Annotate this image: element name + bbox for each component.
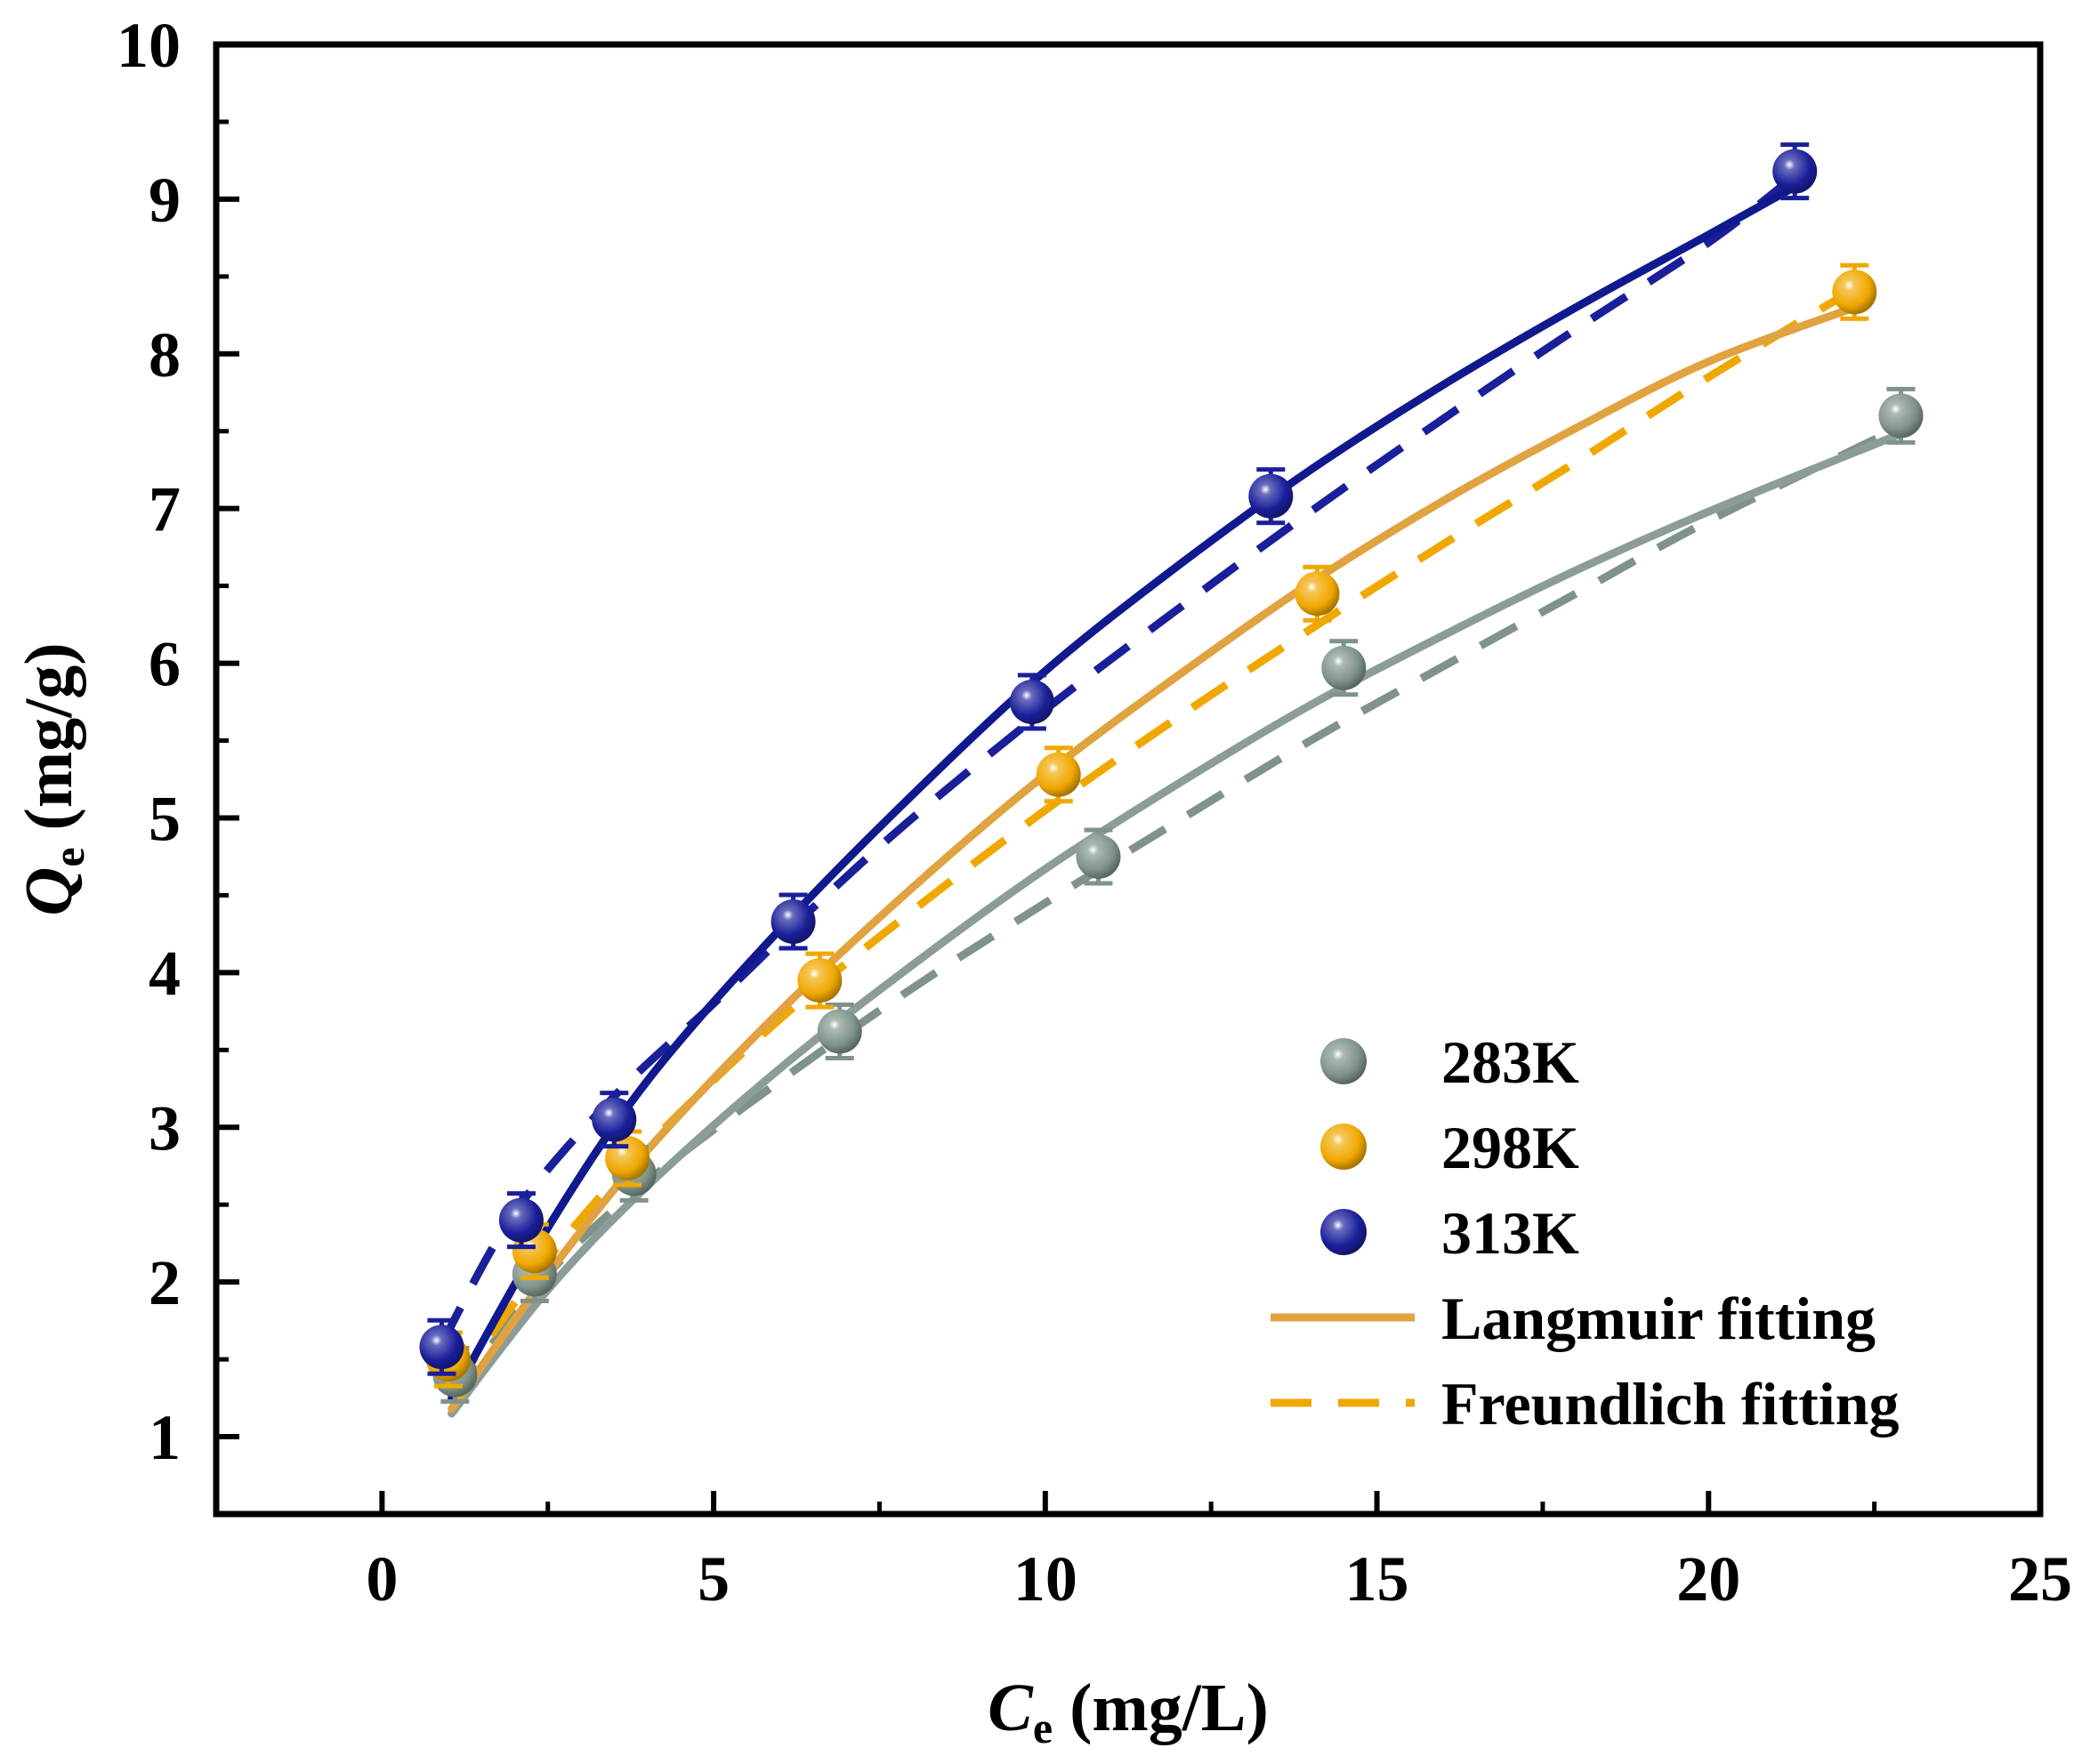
data-point-313K-0 [419, 1317, 464, 1376]
y-tick-label: 4 [149, 938, 181, 1009]
marker [1248, 473, 1294, 519]
legend-label: Freundlich fitting [1441, 1370, 1899, 1438]
legend-marker [1320, 1038, 1367, 1084]
x-tick-label: 0 [366, 1543, 398, 1615]
y-tick-label: 10 [117, 10, 181, 81]
legend-label: 298K [1441, 1114, 1579, 1181]
freundlich-fit-283K [448, 419, 1909, 1401]
x-tick-label: 10 [1013, 1543, 1077, 1615]
y-tick-label: 9 [149, 165, 181, 236]
legend-entry-langmuir-fitting: Langmuir fitting [1271, 1285, 1876, 1352]
y-tick-label: 3 [149, 1092, 181, 1164]
data-point-283K-4 [1076, 827, 1121, 886]
marker [1295, 571, 1340, 616]
data-point-313K-4 [1009, 673, 1054, 731]
data-point-313K-3 [771, 892, 816, 951]
data-point-298K-6 [1832, 262, 1877, 321]
y-tick-label: 8 [149, 319, 181, 391]
x-axis-subscript: e [1033, 1703, 1053, 1752]
legend: 283K 298K 313K Langmuir fitting Freundlich f… [1271, 1028, 1899, 1438]
y-axis-subscript: e [44, 847, 93, 866]
data-point-313K-1 [498, 1191, 544, 1250]
data-point-283K-5 [1321, 639, 1367, 697]
legend-marker [1320, 1209, 1367, 1255]
legend-label: Langmuir fitting [1441, 1285, 1876, 1352]
marker [1036, 752, 1081, 797]
x-tick-label: 5 [698, 1543, 730, 1615]
data-point-283K-3 [817, 1002, 862, 1060]
plot-frame [213, 41, 2044, 1518]
marker [771, 898, 816, 944]
data-point-313K-5 [1248, 467, 1294, 526]
marker [1878, 393, 1924, 439]
langmuir-fit-283K [448, 427, 1912, 1418]
data-point-298K-3 [797, 951, 843, 1010]
marker [605, 1136, 650, 1181]
y-tick-label: 5 [149, 783, 181, 854]
marker [419, 1325, 464, 1370]
marker [1076, 834, 1121, 879]
y-tick-label: 1 [149, 1402, 181, 1473]
marker [498, 1197, 544, 1243]
x-axis-unit: (mg/L) [1053, 1671, 1269, 1745]
data-markers [419, 142, 1924, 1404]
y-axis-title: Qe (mg/g) [12, 642, 93, 915]
legend-marker [1320, 1124, 1367, 1170]
x-axis-symbol: C [988, 1671, 1034, 1745]
marker [1321, 645, 1367, 690]
y-tick-label: 2 [149, 1247, 181, 1318]
legend-label: 283K [1441, 1028, 1579, 1096]
data-point-298K-5 [1295, 564, 1340, 623]
marker [1009, 680, 1054, 725]
y-tick-label: 7 [149, 474, 181, 545]
y-axis-symbol: Q [12, 867, 86, 916]
marker [817, 1009, 862, 1054]
x-axis-title: Ce (mg/L) [988, 1671, 1269, 1752]
legend-entry-313k: 313K [1320, 1199, 1579, 1267]
legend-entry-298k: 298K [1320, 1114, 1579, 1181]
data-point-313K-6 [1772, 142, 1818, 201]
x-tick-label: 20 [1676, 1543, 1740, 1615]
marker [1832, 270, 1877, 315]
y-axis-unit: (mg/g) [12, 642, 86, 847]
marker [1772, 149, 1818, 194]
x-tick-label: 25 [2008, 1543, 2072, 1615]
legend-label: 313K [1441, 1199, 1579, 1267]
marker [797, 958, 843, 1003]
x-tick-label: 15 [1345, 1543, 1409, 1615]
data-point-298K-4 [1036, 745, 1081, 804]
data-point-283K-6 [1878, 386, 1924, 445]
langmuir-fit-313K [448, 182, 1799, 1403]
data-point-313K-2 [592, 1091, 637, 1149]
legend-entry-283k: 283K [1320, 1028, 1579, 1096]
legend-entry-freundlich-fitting: Freundlich fitting [1271, 1370, 1899, 1438]
axes: 0 5 10 15 20 25 1 2 3 4 5 6 7 8 9 10 Ce (mg/L) Qe (mg/g) [12, 10, 2072, 1752]
langmuir-fit-298K [448, 303, 1859, 1414]
fit-curves [438, 173, 1912, 1418]
y-tick-label: 6 [149, 629, 181, 700]
marker [592, 1097, 637, 1142]
